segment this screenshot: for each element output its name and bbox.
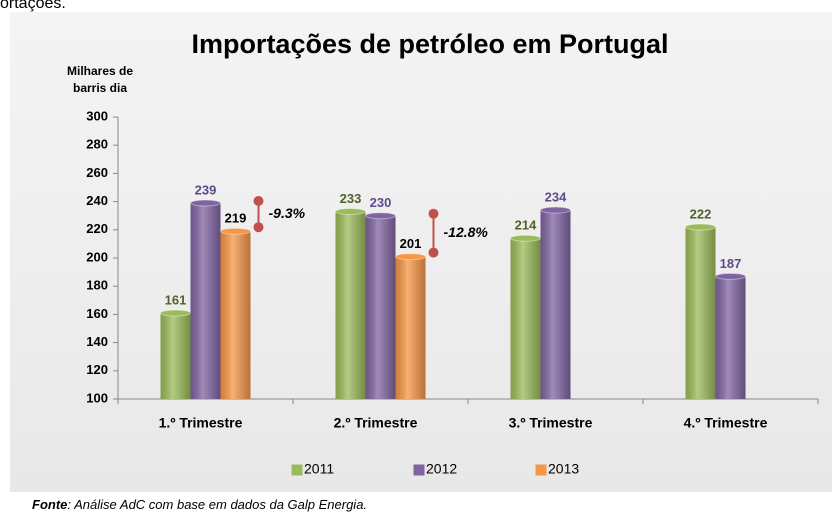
- bar-shade: [190, 203, 221, 399]
- bar-shade: [510, 238, 541, 399]
- x-tick-label: 4.º Trimestre: [684, 415, 768, 431]
- bar-top: [365, 212, 396, 220]
- source-label: Fonte: [32, 497, 67, 512]
- y-axis-label: Milhares de: [67, 64, 133, 78]
- y-tick-label: 100: [86, 390, 108, 405]
- change-dot: [253, 196, 264, 207]
- bar-top: [160, 309, 191, 317]
- value-label: 230: [370, 195, 392, 210]
- bar-top: [540, 206, 571, 214]
- change-annotation: -12.8%: [444, 224, 489, 240]
- bar-top: [220, 227, 251, 235]
- y-tick-label: 300: [86, 108, 108, 123]
- y-tick-label: 140: [86, 334, 108, 349]
- y-tick-label: 280: [86, 137, 108, 152]
- y-axis-label: barris dia: [73, 81, 127, 95]
- chart-title: Importações de petróleo em Portugal: [191, 29, 668, 59]
- legend-label: 2012: [426, 461, 457, 477]
- value-label: 214: [515, 218, 537, 233]
- change-dot: [253, 222, 264, 233]
- caption-fragment: ortações.: [0, 0, 66, 12]
- value-label: 187: [720, 256, 742, 271]
- change-dot: [428, 208, 439, 219]
- legend-label: 2011: [304, 461, 334, 477]
- bar-shade: [335, 211, 366, 399]
- legend-swatch: [535, 464, 547, 476]
- y-tick-label: 160: [86, 306, 108, 321]
- y-tick-label: 180: [86, 278, 108, 293]
- y-tick-label: 200: [86, 249, 108, 264]
- y-tick-label: 220: [86, 221, 108, 236]
- bar-shade: [365, 215, 396, 399]
- x-tick-label: 3.º Trimestre: [509, 415, 593, 431]
- y-tick-label: 240: [86, 193, 108, 208]
- y-tick-label: 260: [86, 165, 108, 180]
- bar-shade: [160, 312, 191, 399]
- bar-top: [395, 253, 426, 261]
- value-label: 239: [195, 182, 217, 197]
- bar-top: [715, 272, 746, 280]
- y-tick-label: 120: [86, 362, 108, 377]
- source-text: : Análise AdC com base em dados da Galp …: [67, 497, 367, 512]
- legend-swatch: [291, 464, 303, 476]
- bar-shade: [540, 210, 571, 399]
- bar-top: [510, 234, 541, 242]
- change-dot: [428, 247, 439, 258]
- value-label: 233: [340, 191, 362, 206]
- bar-shade: [395, 256, 426, 399]
- bar-top: [190, 199, 221, 207]
- change-annotation: -9.3%: [269, 205, 306, 221]
- legend-label: 2013: [548, 461, 579, 477]
- source: Fonte: Análise AdC com base em dados da …: [32, 497, 367, 512]
- value-label: 161: [165, 292, 187, 307]
- value-label: 234: [545, 189, 567, 204]
- value-label: 222: [690, 206, 712, 221]
- bar-shade: [220, 231, 251, 399]
- bar-top: [685, 223, 716, 231]
- x-tick-label: 2.º Trimestre: [334, 415, 418, 431]
- bar-shade: [685, 226, 716, 399]
- bar-top: [335, 207, 366, 215]
- x-tick-label: 1.º Trimestre: [159, 415, 243, 431]
- bar-shade: [715, 276, 746, 399]
- legend-swatch: [413, 464, 425, 476]
- value-label: 201: [400, 236, 422, 251]
- value-label: 219: [225, 211, 247, 226]
